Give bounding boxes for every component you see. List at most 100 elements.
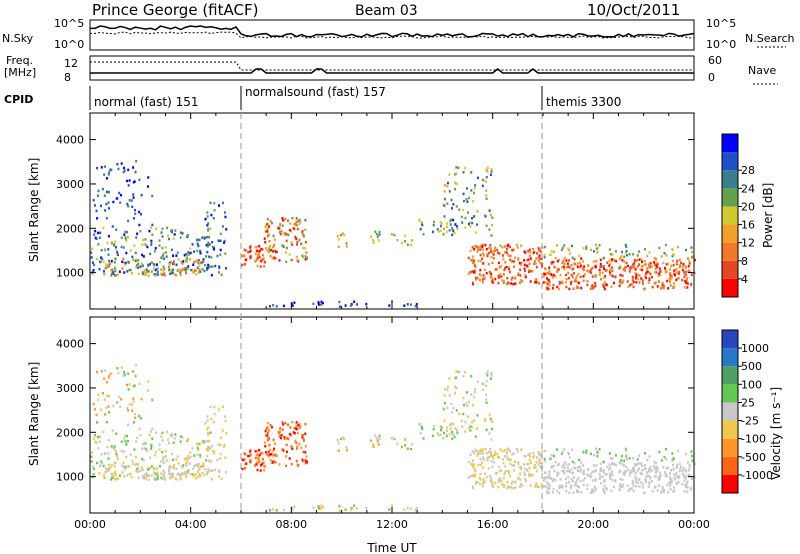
power-cell — [111, 225, 114, 228]
power-cell — [270, 221, 273, 225]
power-cell — [293, 227, 296, 231]
power-cell — [651, 285, 654, 289]
power-cell — [197, 271, 200, 274]
velocity-cell — [135, 467, 138, 471]
power-cell — [550, 262, 553, 265]
power-cell — [481, 245, 484, 249]
velocity-cell — [512, 452, 515, 455]
velocity-cell — [455, 376, 458, 379]
velocity-cell — [546, 491, 549, 495]
velocity-cell — [148, 433, 151, 437]
velocity-cell — [267, 455, 270, 458]
velocity-cell — [490, 377, 493, 380]
power-cell — [343, 233, 346, 237]
power-cell — [211, 240, 214, 244]
velocity-cell — [263, 469, 266, 472]
power-cell — [562, 259, 565, 263]
power-cell — [377, 239, 380, 242]
power-cell — [197, 244, 200, 248]
power-cell — [274, 250, 277, 254]
velocity-cell — [529, 484, 532, 487]
power-cell — [491, 251, 494, 254]
velocity-cell — [406, 447, 409, 450]
power-cell — [149, 262, 152, 266]
power-cell — [664, 267, 667, 270]
velocity-cell — [440, 426, 443, 429]
velocity-cell — [686, 461, 689, 464]
power-cell — [442, 233, 445, 236]
ytick-label: 1000 — [56, 471, 84, 484]
velocity-cell — [543, 457, 546, 461]
velocity-cell — [164, 455, 167, 458]
velocity-cell — [206, 448, 209, 452]
velocity-cell — [433, 424, 436, 428]
power-cell — [484, 268, 487, 272]
power-cell — [641, 265, 644, 268]
power-cell — [494, 277, 497, 281]
power-cell — [118, 270, 121, 273]
power-cell — [507, 253, 510, 256]
velocity-cell — [516, 450, 519, 453]
velocity-cell — [467, 426, 470, 430]
power-cell — [554, 275, 557, 278]
velocity-cell — [305, 460, 308, 463]
velocity-cell — [302, 450, 305, 454]
power-cell — [121, 267, 124, 270]
velocity-cell — [113, 478, 116, 481]
power-cell — [602, 265, 605, 268]
velocity-cell — [209, 431, 212, 434]
velocity-cell — [641, 483, 644, 486]
power-cell — [170, 270, 173, 274]
velocity-cell — [349, 508, 352, 511]
power-cell — [547, 278, 550, 282]
power-cell — [225, 266, 228, 270]
colorbar-tick-label: 12 — [741, 237, 755, 250]
power-cell — [472, 259, 475, 263]
velocity-cell — [502, 483, 505, 487]
velocity-cell — [577, 476, 580, 480]
power-cell — [446, 184, 449, 188]
velocity-cell — [114, 444, 117, 448]
velocity-cell — [374, 434, 377, 438]
power-cell — [181, 232, 184, 235]
velocity-cell — [577, 466, 580, 469]
velocity-cell — [173, 437, 176, 440]
velocity-cell — [450, 430, 453, 434]
power-cell — [548, 266, 551, 269]
power-cell — [543, 245, 546, 249]
power-cell — [122, 246, 125, 249]
power-cell — [641, 282, 644, 285]
power-cell — [475, 276, 478, 280]
velocity-cell — [174, 477, 177, 480]
power-cell — [305, 256, 308, 259]
power-cell — [473, 248, 476, 251]
velocity-cell — [296, 463, 299, 466]
power-cell — [482, 276, 485, 279]
power-cell — [618, 280, 621, 284]
velocity-cell — [666, 466, 669, 470]
velocity-cell — [690, 486, 693, 490]
velocity-cell — [285, 436, 288, 440]
power-cell — [491, 216, 494, 219]
velocity-cell — [254, 450, 257, 453]
power-cell — [195, 273, 198, 276]
velocity-cell — [688, 463, 691, 467]
velocity-cell — [105, 420, 108, 424]
velocity-cell — [144, 447, 147, 451]
velocity-cell — [298, 426, 301, 430]
velocity-cell — [535, 485, 538, 488]
power-cell — [546, 277, 549, 280]
power-cell — [196, 266, 199, 269]
velocity-cell — [469, 425, 472, 428]
velocity-cell — [103, 377, 106, 380]
power-cell — [202, 258, 205, 261]
power-cell — [587, 263, 590, 267]
velocity-cell — [571, 479, 574, 483]
colorbar-tick-label: 20 — [741, 200, 755, 213]
power-cell — [638, 263, 641, 266]
power-cell — [195, 239, 198, 242]
velocity-cell — [490, 460, 493, 463]
power-cell — [458, 208, 461, 212]
power-cell — [498, 252, 501, 255]
velocity-cell — [580, 490, 583, 494]
